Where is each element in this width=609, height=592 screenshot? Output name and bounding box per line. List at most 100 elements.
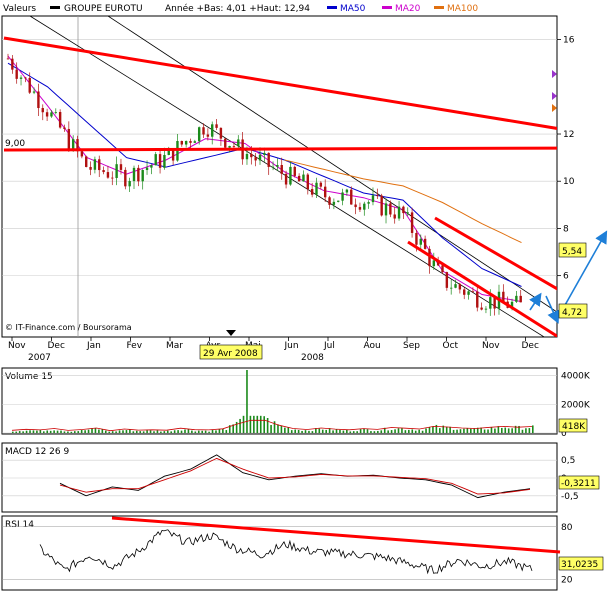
volume-bar <box>380 430 383 433</box>
volume-bar <box>425 428 427 433</box>
volume-title: Volume 15 <box>5 372 53 382</box>
candle-body <box>128 181 131 187</box>
volume-bar <box>518 425 520 433</box>
volume-bar <box>473 428 476 433</box>
candle-body <box>502 291 505 302</box>
right-markers <box>552 70 557 112</box>
volume-bar <box>490 427 493 433</box>
volume-bar <box>249 415 252 433</box>
candle-body <box>215 124 218 128</box>
candle-body <box>115 164 118 178</box>
volume-bar <box>135 430 138 433</box>
candle-body <box>102 170 105 173</box>
candle-body <box>228 146 231 148</box>
volume-bar <box>349 431 352 433</box>
volume-bar <box>242 415 245 433</box>
candle-body <box>410 212 414 233</box>
down-channel-lower-line <box>407 240 557 337</box>
main-x-axis: NovDecJanFevMarAvrMaiJunJulAouSepOctNovD… <box>8 337 539 351</box>
volume-bars <box>11 370 534 433</box>
volume-bar <box>218 429 221 433</box>
volume-bar <box>504 427 507 433</box>
price-candles <box>6 53 522 316</box>
candle-body <box>124 169 127 187</box>
volume-bar <box>204 430 207 433</box>
candle-body <box>315 182 318 195</box>
volume-bar <box>29 430 31 433</box>
rsi-y-tick-label: 20 <box>561 575 573 585</box>
candle-body <box>67 128 71 150</box>
candle-body <box>289 166 292 185</box>
volume-bar <box>36 430 38 433</box>
volume-bar <box>60 430 62 433</box>
volume-bar <box>287 427 290 433</box>
volume-bar <box>501 427 503 433</box>
volume-bar <box>342 430 345 433</box>
candle-body <box>415 232 418 245</box>
volume-bar <box>56 430 59 433</box>
candle-body <box>28 77 31 93</box>
arrow-up-long <box>559 230 608 315</box>
volume-bar <box>442 425 445 433</box>
candle-body <box>98 159 101 171</box>
volume-bar <box>470 428 472 433</box>
volume-bar <box>480 427 482 433</box>
volume-bar <box>494 428 496 433</box>
candle-body <box>302 174 305 182</box>
volume-bar <box>194 431 197 433</box>
volume-bar <box>266 418 269 433</box>
volume-bar <box>435 424 438 433</box>
candle-body <box>19 77 23 79</box>
candle-body <box>463 289 466 295</box>
volume-bar <box>180 430 183 433</box>
channel-lower-line <box>29 16 545 337</box>
rsi-trendline <box>111 516 561 554</box>
volume-bar <box>32 430 35 433</box>
macd-lines <box>59 454 531 499</box>
trendlines <box>3 36 557 337</box>
candle-body <box>454 284 457 288</box>
volume-bar <box>483 429 486 433</box>
rsi-last-label: 31,0235 <box>561 560 598 570</box>
candle-body <box>489 297 492 309</box>
volume-bar <box>311 431 314 433</box>
candle-body <box>510 301 514 308</box>
candle-body <box>263 152 266 155</box>
main-x-tick-label: Jan <box>86 341 101 351</box>
volume-bar <box>259 415 262 433</box>
candle-body <box>350 189 353 205</box>
candle-body <box>15 69 18 79</box>
candle-body <box>276 164 279 167</box>
volume-bar <box>280 425 283 433</box>
projection-arrows <box>529 230 608 324</box>
last-price-label: 4,72 <box>562 308 582 318</box>
rsi-title: RSI 14 <box>5 520 34 530</box>
candle-body <box>141 170 144 182</box>
volume-bar <box>459 429 462 433</box>
candle-body <box>132 167 136 182</box>
volume-bar <box>290 430 293 433</box>
volume-bar <box>12 431 14 433</box>
candle-body <box>145 167 149 171</box>
candle-body <box>406 212 409 214</box>
candle-body <box>471 291 475 293</box>
volume-bar <box>42 431 45 433</box>
main-x-tick-label: Jul <box>323 341 335 351</box>
main-x-tick-label: Nov <box>482 341 500 351</box>
candle-body <box>189 141 192 143</box>
volume-bar <box>318 428 321 433</box>
candle-body <box>389 203 392 215</box>
candle-body <box>376 195 379 197</box>
volume-bar <box>22 431 24 433</box>
candle-body <box>515 295 518 302</box>
volume-bar <box>197 430 200 433</box>
candle-body <box>245 153 249 160</box>
volume-bar <box>521 429 524 433</box>
candle-body <box>380 195 383 216</box>
volume-bar <box>101 429 104 433</box>
volume-bar <box>104 430 107 433</box>
ma-value-badge: 5,54 <box>558 242 587 258</box>
candle-body <box>384 203 388 216</box>
volume-y-tick-label: 0 <box>561 429 567 439</box>
volume-bar <box>225 430 228 433</box>
